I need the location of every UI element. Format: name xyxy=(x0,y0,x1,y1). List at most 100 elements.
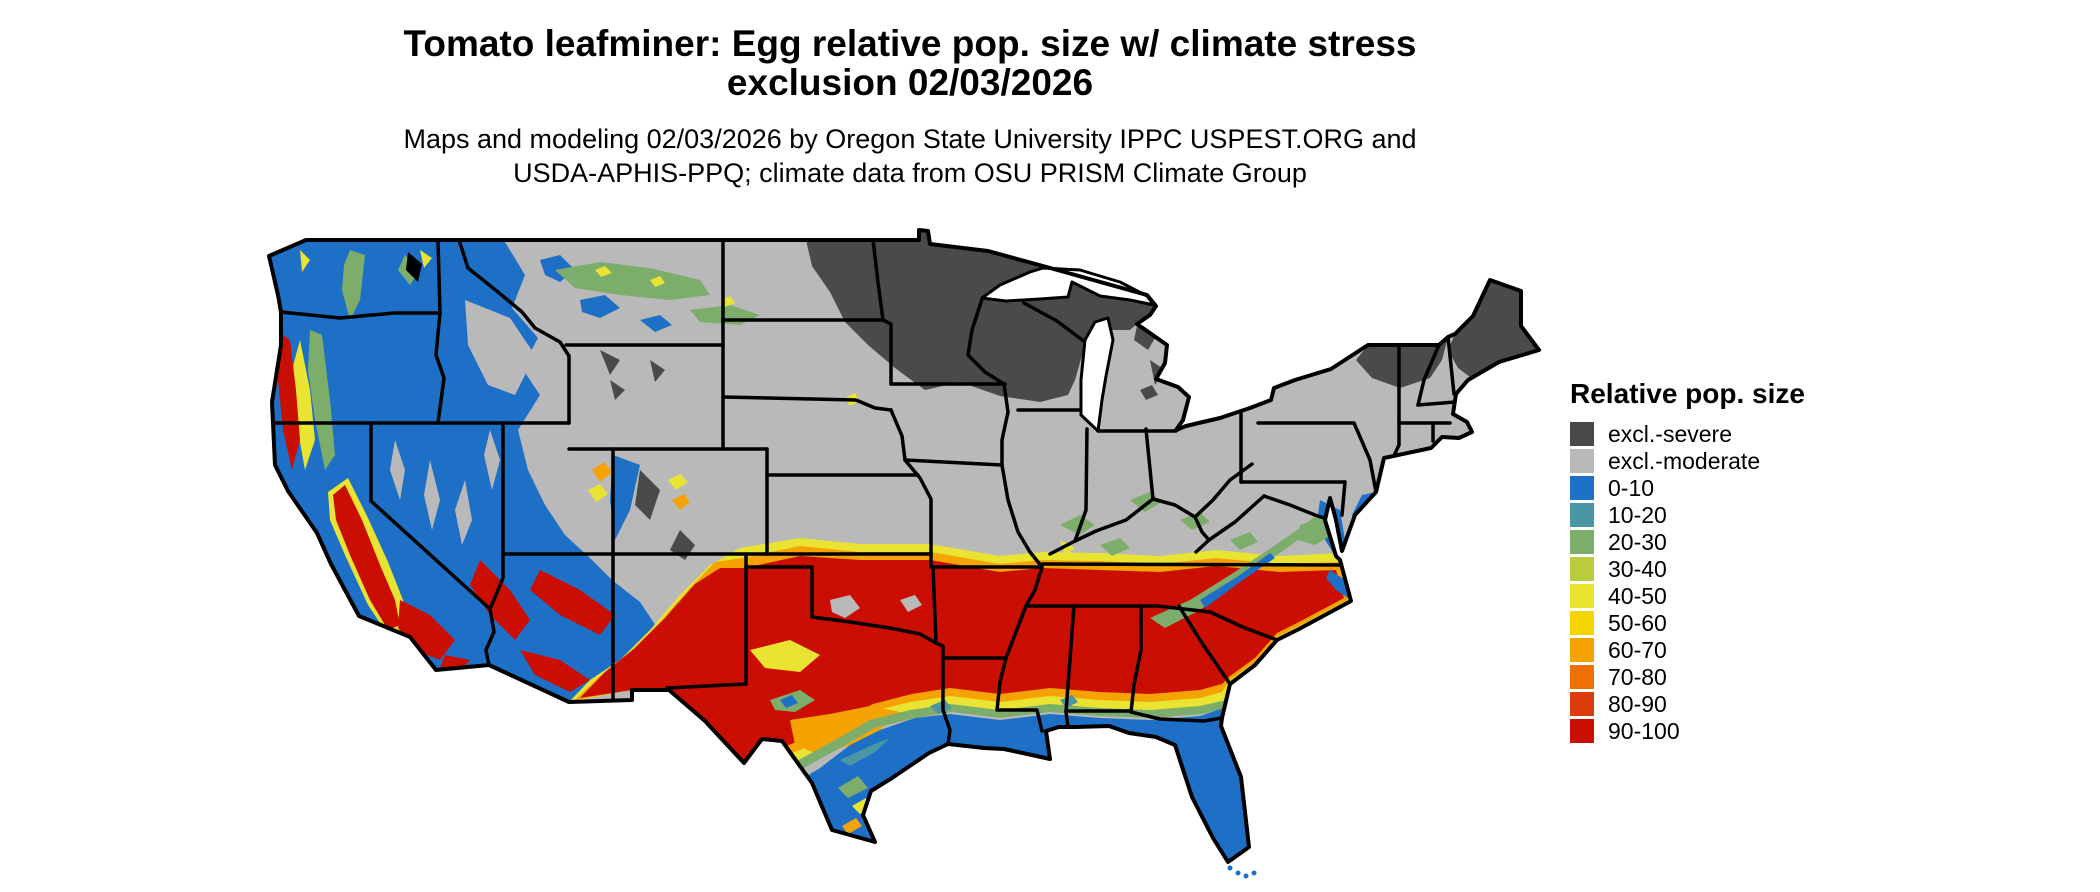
state-border-line xyxy=(1416,343,1441,407)
map-region xyxy=(292,340,315,470)
state-border-line xyxy=(1340,480,1347,517)
map-region xyxy=(838,776,868,798)
legend-label: 90-100 xyxy=(1608,717,1680,744)
legend-item: 20-30 xyxy=(1570,528,1805,555)
map-region xyxy=(276,330,300,470)
state-border-line xyxy=(881,318,893,386)
legend-label: 10-20 xyxy=(1608,501,1667,528)
legend-item: 60-70 xyxy=(1570,637,1805,663)
legend-swatch xyxy=(1570,611,1594,635)
map-region xyxy=(610,455,640,540)
legend-label: 40-50 xyxy=(1608,582,1667,609)
subtitle-line-2: USDA-APHIS-PPQ; climate data from OSU PR… xyxy=(513,158,1307,188)
map-region xyxy=(1230,532,1258,550)
state-border-line xyxy=(1022,301,1087,344)
map-region xyxy=(650,276,665,287)
legend-swatch xyxy=(1570,665,1594,689)
map-region xyxy=(668,474,688,490)
map-region xyxy=(748,700,1228,783)
legend-swatch xyxy=(1570,557,1594,581)
legend-item: 70-80 xyxy=(1570,663,1805,690)
legend-swatch xyxy=(1570,503,1594,527)
legend-item: 50-60 xyxy=(1570,610,1805,636)
map-region xyxy=(520,650,590,692)
state-border-line xyxy=(1024,604,1279,642)
state-border-line xyxy=(369,421,496,667)
map-region xyxy=(1251,870,1257,876)
map-region xyxy=(406,252,422,282)
map-region xyxy=(308,330,335,470)
legend-item: 40-50 xyxy=(1570,582,1805,609)
state-border-line xyxy=(436,238,442,315)
legend-label: 30-40 xyxy=(1608,555,1667,582)
legend-label: 20-30 xyxy=(1608,528,1667,555)
map-region xyxy=(672,494,690,510)
legend-swatch xyxy=(1570,584,1594,608)
state-border-line xyxy=(744,565,938,645)
state-border-line xyxy=(1040,562,1342,567)
state-border-line xyxy=(871,238,885,322)
legend-title: Relative pop. size xyxy=(1570,378,1805,409)
state-border-line xyxy=(1129,604,1143,714)
map-region xyxy=(455,480,472,545)
map-region xyxy=(1200,553,1275,608)
map-region xyxy=(1140,385,1158,400)
map-region xyxy=(1100,538,1130,556)
state-border-line xyxy=(966,297,1044,733)
map-region xyxy=(342,250,365,320)
state-border-line xyxy=(1144,427,1155,501)
state-border-line xyxy=(434,311,446,425)
state-border-line xyxy=(457,238,571,358)
map-region xyxy=(635,470,660,520)
state-border-line xyxy=(665,682,748,690)
legend-label: 0-10 xyxy=(1608,474,1655,501)
legend-item: 90-100 xyxy=(1570,717,1805,744)
map-region xyxy=(600,350,620,375)
map-region xyxy=(930,700,952,714)
state-border-line xyxy=(1177,604,1232,686)
lake-michigan xyxy=(1079,316,1115,433)
legend-label: 70-80 xyxy=(1608,663,1667,690)
map-region xyxy=(1243,873,1249,879)
state-border-line xyxy=(1256,421,1378,494)
map-region xyxy=(830,595,860,618)
subtitle-line-1: Maps and modeling 02/03/2026 by Oregon S… xyxy=(403,124,1417,154)
legend-item: 30-40 xyxy=(1570,555,1805,582)
legend-item: 0-10 xyxy=(1570,474,1805,501)
figure-title: Tomato leafminer: Egg relative pop. size… xyxy=(0,24,1820,102)
map-region xyxy=(333,485,400,630)
legend-swatch xyxy=(1570,719,1594,743)
map-raster-layers xyxy=(269,230,1539,862)
state-border-line xyxy=(903,458,1004,467)
legend-swatch xyxy=(1570,422,1594,446)
map-region xyxy=(484,430,500,490)
legend-swatch xyxy=(1570,476,1594,500)
map-region xyxy=(1235,870,1241,876)
map-region xyxy=(1150,505,1338,628)
legend-swatch xyxy=(1570,449,1594,473)
title-line-2: exclusion 02/03/2026 xyxy=(726,62,1094,103)
state-border-line xyxy=(931,565,938,645)
map-region xyxy=(780,695,798,708)
map-region xyxy=(588,484,608,502)
state-border-line xyxy=(1262,494,1332,522)
map-region xyxy=(1060,695,1078,708)
map-region xyxy=(420,250,432,268)
legend-label: 80-90 xyxy=(1608,690,1667,717)
map-legend: Relative pop. size excl.-severe excl.-mo… xyxy=(1570,378,1805,746)
legend-item: 80-90 xyxy=(1570,690,1805,717)
state-border-line xyxy=(1193,515,1211,542)
legend-swatch xyxy=(1570,692,1594,716)
state-border-line xyxy=(1048,462,1254,556)
state-border-line xyxy=(1194,494,1266,554)
map-region xyxy=(840,738,890,766)
legend-swatch xyxy=(1570,638,1594,662)
map-region xyxy=(610,380,625,400)
map-region xyxy=(390,440,405,500)
map-region xyxy=(650,360,665,382)
conus-outline xyxy=(267,228,1541,864)
state-border-line xyxy=(1416,400,1457,407)
figure-subtitle: Maps and modeling 02/03/2026 by Oregon S… xyxy=(0,122,1820,190)
legend-item: 10-20 xyxy=(1570,501,1805,528)
